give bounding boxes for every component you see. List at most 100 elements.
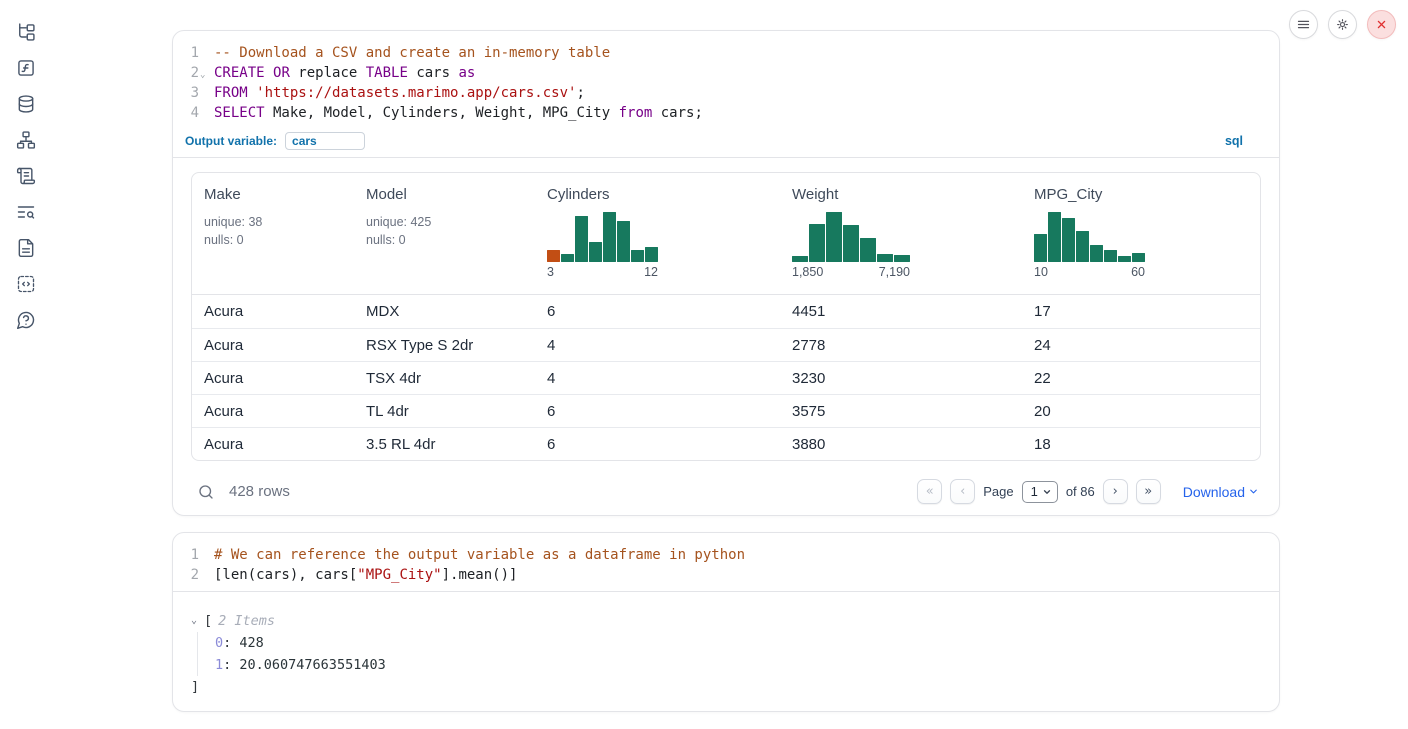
table-row[interactable]: Acura MDX 6 4451 17 [192,295,1260,328]
table-cell: 4 [547,336,556,354]
histogram-bar [877,254,893,262]
database-icon[interactable] [16,94,36,114]
table-cell: TL 4dr [366,402,409,420]
code-line[interactable]: 3 FROM 'https://datasets.marimo.app/cars.… [173,83,1279,103]
table-cell: 17 [1034,303,1051,320]
table-cell: 22 [1034,369,1051,387]
notebook-controls [1289,10,1396,39]
scroll-script-icon[interactable] [16,166,36,186]
table-cell: RSX Type S 2dr [366,336,474,354]
histogram-bar [860,238,876,262]
close-bracket: ] [191,679,200,695]
histogram-bar [809,224,825,262]
output-variable-row: Output variable: sql [173,129,1279,157]
code-line[interactable]: 1 -- Download a CSV and create an in-memo… [173,43,1279,63]
histogram-bar [547,250,560,262]
code-line[interactable]: 4 SELECT Make, Model, Cylinders, Weight, … [173,103,1279,123]
table-header: Make unique: 38 nulls: 0 Model unique: 4… [192,173,1260,295]
table-cell: TSX 4dr [366,369,422,387]
chevron-down-icon [1250,489,1257,494]
items-count-label: 2 Items [218,613,276,629]
tree-entries: 0: 428 1: 20.060747663551403 [197,632,1261,676]
last-page-button[interactable]: » [1135,479,1161,504]
output-variable-label: Output variable: [185,134,278,148]
output-variable-input[interactable] [285,132,366,150]
sql-code-editor[interactable]: 1 -- Download a CSV and create an in-memo… [173,31,1279,129]
table-cell: Acura [204,369,244,387]
histogram-bar [589,242,602,262]
menu-button[interactable] [1289,10,1318,39]
table-cell: 3.5 RL 4dr [366,435,436,453]
table-footer: 428 rows « ‹ Page 1 of 86 › » Download [191,461,1261,509]
histogram-bar [617,221,630,262]
histogram-bar [1034,234,1047,262]
tree-collapse-icon[interactable]: ⌄ [191,615,198,626]
line-number: 3 [190,85,199,101]
code-line[interactable]: 1 # We can reference the output variable … [173,545,1279,565]
column-header-weight[interactable]: Weight 1,850 7,190 [792,186,910,279]
histogram-bar [645,247,658,262]
fold-chevron-icon[interactable]: ⌄ [200,70,206,80]
table-row[interactable]: Acura RSX Type S 2dr 4 2778 24 [192,328,1260,361]
axis-max: 60 [1131,265,1145,279]
histogram-bar [575,216,588,262]
file-document-icon[interactable] [16,238,36,258]
mpg-city-histogram: 10 60 [1034,210,1145,279]
column-header-make[interactable]: Make unique: 38 nulls: 0 [192,173,354,294]
tree-entry: 0: 428 [215,635,264,651]
column-header-model[interactable]: Model unique: 425 nulls: 0 [354,173,535,294]
histogram-bar [1090,245,1103,262]
page-select[interactable]: 1 [1021,480,1058,503]
line-number: 1 [190,45,199,61]
line-number: 2 ⌄ [173,63,206,83]
histogram-bar [1104,250,1117,262]
code-line[interactable]: 2 [len(cars), cars["MPG_City"].mean()] [173,565,1279,585]
code-line[interactable]: 2 ⌄ CREATE OR replace TABLE cars as [173,63,1279,83]
first-page-button[interactable]: « [917,479,943,504]
python-cell: 1 # We can reference the output variable … [172,532,1280,712]
line-number: 1 [190,547,199,563]
weight-histogram: 1,850 7,190 [792,210,910,279]
settings-button[interactable] [1328,10,1357,39]
sql-cell: 1 -- Download a CSV and create an in-memo… [172,30,1280,516]
hamburger-icon [1297,20,1310,29]
table-cell: 3575 [792,402,826,420]
file-tree-icon[interactable] [16,22,36,42]
table-row[interactable]: Acura TSX 4dr 4 3230 22 [192,361,1260,394]
column-header-cylinders[interactable]: Cylinders 3 12 [547,186,658,279]
python-code-editor[interactable]: 1 # We can reference the output variable … [173,533,1279,591]
cylinders-histogram: 3 12 [547,210,658,279]
page-total-label: of 86 [1065,484,1095,499]
histogram-bar [1076,231,1089,262]
cell-divider [173,157,1279,158]
dependency-graph-icon[interactable] [16,130,36,150]
tree-entry: 1: 20.060747663551403 [215,657,386,673]
function-square-icon[interactable] [16,58,36,78]
table-cell: 4 [547,369,556,387]
code-snippets-icon[interactable] [16,274,36,294]
language-badge: sql [1224,134,1243,148]
stat-nulls: nulls: 0 [366,233,406,248]
column-header-mpg-city[interactable]: MPG_City 10 60 [1034,186,1145,279]
chevron-down-icon [1043,489,1050,494]
histogram-bar [1062,218,1075,262]
line-number: 4 [190,105,199,121]
text-search-icon[interactable] [16,202,36,222]
table-row[interactable]: Acura TL 4dr 6 3575 20 [192,394,1260,427]
table-row[interactable]: Acura 3.5 RL 4dr 6 3880 18 [192,427,1260,460]
histogram-bar [843,225,859,262]
axis-max: 7,190 [878,265,910,279]
gear-icon [1337,19,1348,30]
row-count: 428 rows [229,483,290,500]
table-cell: Acura [204,435,244,453]
table-cell: MDX [366,303,400,320]
prev-page-button[interactable]: ‹ [950,479,976,504]
shutdown-button[interactable] [1367,10,1396,39]
table-cell: 4451 [792,303,826,320]
histogram-bar [1118,256,1131,262]
search-icon[interactable] [197,483,215,501]
axis-max: 12 [644,265,658,279]
download-button[interactable]: Download [1183,484,1259,500]
help-chat-icon[interactable] [16,310,36,330]
next-page-button[interactable]: › [1102,479,1128,504]
